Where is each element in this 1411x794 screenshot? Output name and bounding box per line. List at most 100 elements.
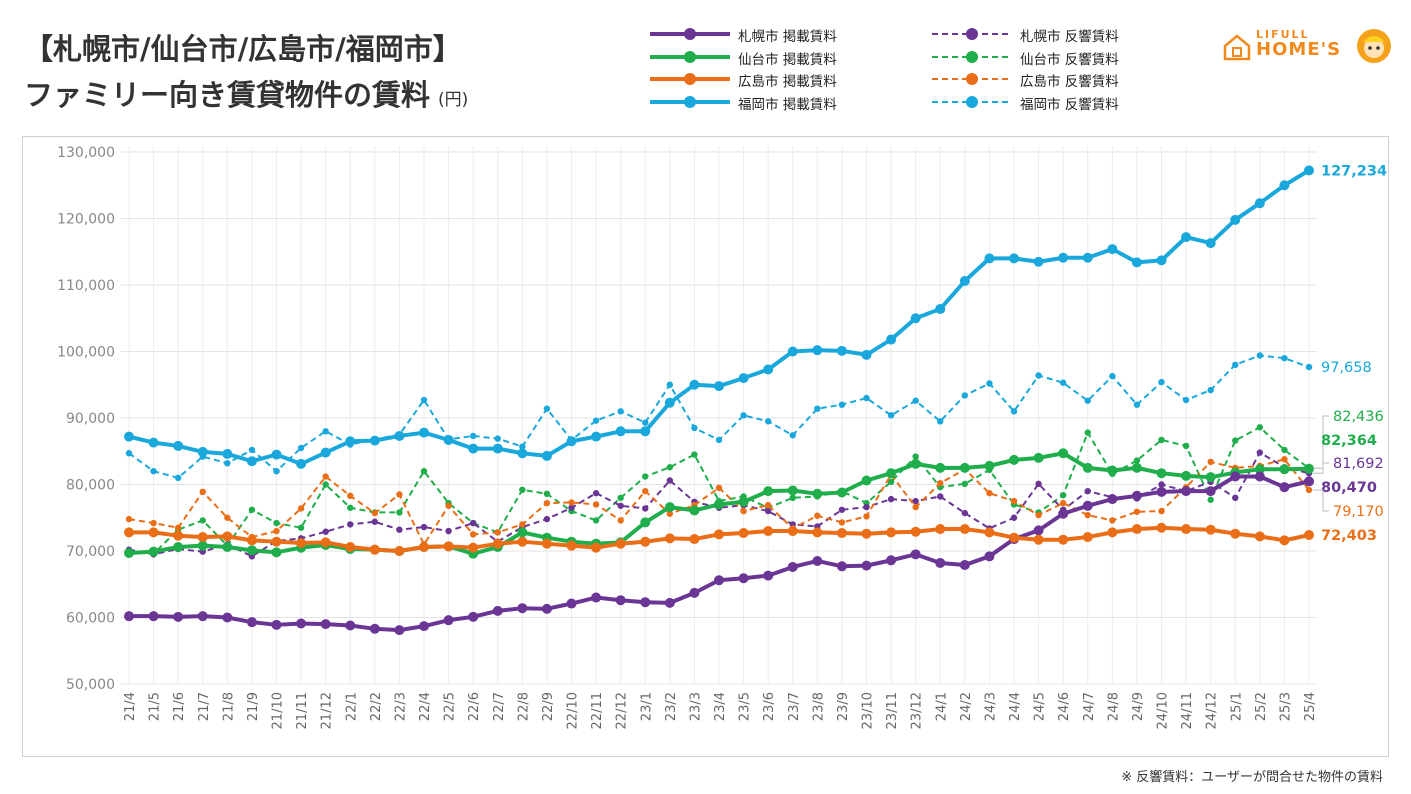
legend-swatch-hiroshima-listed [650,73,730,85]
data-point [738,496,749,507]
x-tick-label: 22/10 [566,692,581,729]
x-tick-label: 24/3 [983,692,998,721]
data-point [986,489,993,497]
data-point [1131,490,1142,501]
data-point [517,448,528,459]
data-point [494,435,501,442]
data-point [1133,457,1141,464]
data-point [273,527,280,535]
data-point [861,349,872,360]
data-point [714,381,724,392]
data-point [959,559,970,570]
data-point [246,545,257,556]
data-point [984,551,995,562]
x-tick-label: 23/12 [910,692,925,729]
end-value-label: 72,403 [1321,528,1377,544]
data-point [1205,486,1216,497]
data-point [763,526,774,537]
data-point [886,527,897,538]
data-point [689,534,700,545]
data-point [910,526,921,537]
legend-swatch-hiroshima-inquiry [932,73,1012,85]
data-point [1009,532,1019,543]
data-point [1010,514,1018,521]
x-tick-label: 23/4 [713,692,728,721]
title-line1: 【札幌市/仙台市/広島市/福岡市】 [24,32,462,66]
x-tick-label: 22/2 [369,692,384,721]
data-point [887,412,895,419]
data-point [1156,468,1167,479]
data-point [443,434,454,445]
data-point [959,462,970,473]
data-point [764,507,772,515]
data-point [1107,494,1118,505]
data-point [763,364,774,375]
data-point [1035,511,1042,519]
data-point [1084,487,1091,495]
data-point [937,479,944,487]
data-point [297,524,305,531]
y-tick-label: 50,000 [66,677,115,693]
data-point [420,468,428,475]
end-value-label: 82,436 [1333,409,1384,425]
title-line2: ファミリー向き賃貸物件の賃料 (円) [24,72,468,123]
data-point [1256,424,1264,431]
data-point [1107,465,1118,476]
legend-swatch-sendai-inquiry [932,51,1012,63]
data-point [935,557,946,568]
data-point [1084,511,1091,519]
x-tick-label: 22/4 [418,692,433,721]
data-point [887,495,895,503]
y-tick-label: 90,000 [66,411,115,427]
data-point [617,517,624,524]
data-point [787,346,798,357]
data-point [591,592,602,603]
data-point [1131,524,1142,535]
data-point [1084,397,1091,404]
data-point [445,527,452,535]
data-point [396,509,403,516]
data-point [1281,456,1288,463]
legend-swatch-sapporo-listed [650,28,730,40]
legend-swatch-sapporo-inquiry [932,28,1012,40]
end-value-label: 81,692 [1333,456,1384,472]
data-point [592,501,600,508]
data-point [519,443,526,450]
data-point [912,503,919,511]
data-point [1058,448,1069,459]
data-point [886,555,897,566]
data-point [1207,386,1214,394]
data-point [492,538,503,549]
data-point [394,546,405,556]
x-tick-label: 24/5 [1033,692,1048,721]
data-point [1082,252,1093,263]
data-point [912,453,919,460]
data-point [863,513,870,520]
y-tick-label: 120,000 [57,212,115,228]
data-point [763,570,774,581]
legend-label-hiroshima-inquiry: 広島市 反響賃料 [1020,74,1119,90]
data-point [173,440,184,451]
data-point [1232,437,1239,444]
data-point [197,540,208,551]
data-point [910,458,921,469]
logo-text-bottom: HOME'S [1256,39,1342,60]
x-tick-label: 23/6 [762,692,777,721]
x-tick-label: 22/7 [492,692,507,721]
data-point [1009,253,1019,264]
x-tick-label: 24/12 [1205,692,1220,729]
data-point [787,485,798,496]
data-point [296,538,307,549]
data-point [787,526,798,537]
data-point [148,546,159,557]
data-point [369,623,380,634]
data-point [664,502,675,513]
data-point [1010,408,1018,415]
x-tick-label: 23/1 [639,692,654,721]
data-point [836,487,847,498]
data-point [1156,522,1167,533]
legend-swatch-fukuoka-listed [650,96,730,108]
end-value-label: 97,658 [1321,360,1372,376]
legend-label-sendai-inquiry: 仙台市 反響賃料 [1020,52,1119,68]
title-unit: (円) [438,90,469,110]
